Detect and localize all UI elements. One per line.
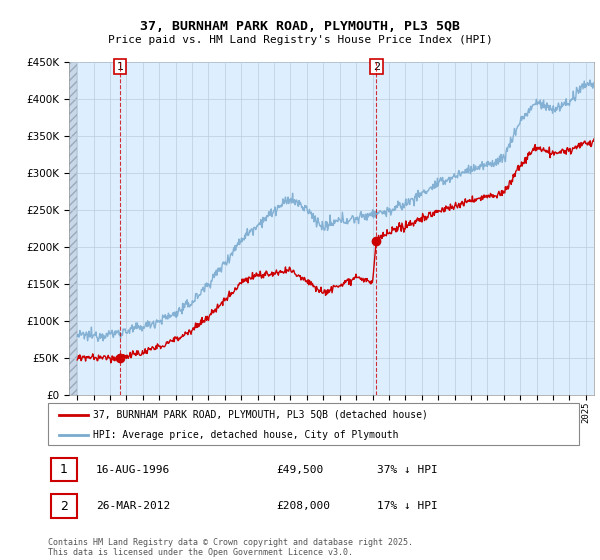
- FancyBboxPatch shape: [48, 403, 579, 445]
- Bar: [69, 62, 77, 395]
- Text: 17% ↓ HPI: 17% ↓ HPI: [377, 501, 438, 511]
- FancyBboxPatch shape: [50, 458, 77, 481]
- Text: 37, BURNHAM PARK ROAD, PLYMOUTH, PL3 5QB (detached house): 37, BURNHAM PARK ROAD, PLYMOUTH, PL3 5QB…: [93, 409, 428, 419]
- FancyBboxPatch shape: [50, 494, 77, 517]
- Text: 37, BURNHAM PARK ROAD, PLYMOUTH, PL3 5QB: 37, BURNHAM PARK ROAD, PLYMOUTH, PL3 5QB: [140, 20, 460, 32]
- Text: HPI: Average price, detached house, City of Plymouth: HPI: Average price, detached house, City…: [93, 430, 398, 440]
- Text: 2: 2: [373, 62, 380, 72]
- Text: 1: 1: [60, 463, 68, 476]
- Text: 37% ↓ HPI: 37% ↓ HPI: [377, 465, 438, 475]
- Text: 26-MAR-2012: 26-MAR-2012: [96, 501, 170, 511]
- Text: £49,500: £49,500: [277, 465, 323, 475]
- Text: Price paid vs. HM Land Registry's House Price Index (HPI): Price paid vs. HM Land Registry's House …: [107, 35, 493, 45]
- Text: £208,000: £208,000: [277, 501, 331, 511]
- Text: 1: 1: [116, 62, 124, 72]
- Text: 2: 2: [60, 500, 68, 512]
- Text: 16-AUG-1996: 16-AUG-1996: [96, 465, 170, 475]
- Text: Contains HM Land Registry data © Crown copyright and database right 2025.
This d: Contains HM Land Registry data © Crown c…: [48, 538, 413, 557]
